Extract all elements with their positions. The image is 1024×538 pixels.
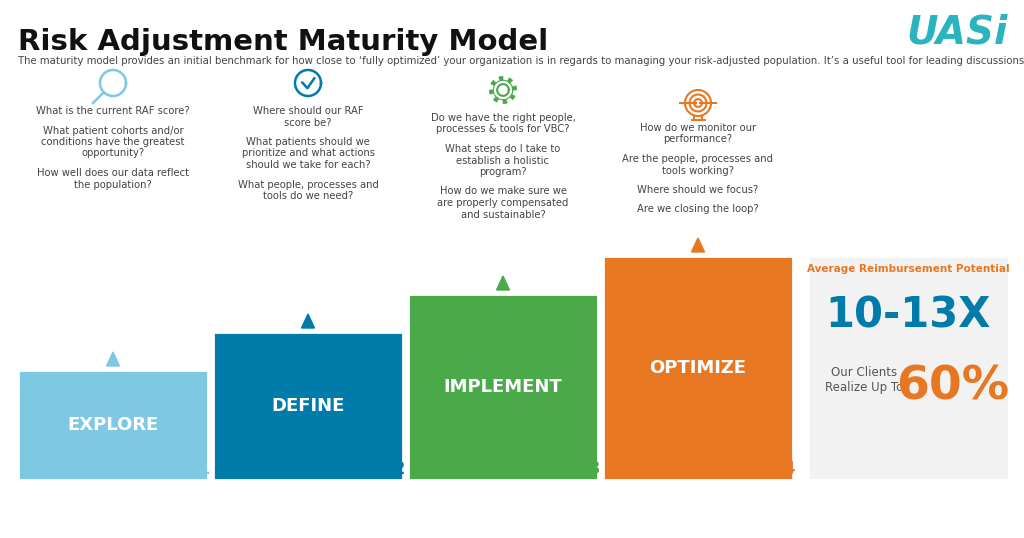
Text: performance?: performance? xyxy=(664,134,732,145)
Text: What people, processes and: What people, processes and xyxy=(238,180,379,189)
Bar xyxy=(18,370,208,480)
Text: How do we make sure we: How do we make sure we xyxy=(439,187,566,196)
Text: How do we monitor our: How do we monitor our xyxy=(640,123,756,133)
Text: the population?: the population? xyxy=(74,180,152,189)
Polygon shape xyxy=(510,95,515,100)
Text: establish a holistic: establish a holistic xyxy=(457,155,550,166)
Text: Average Reimbursement Potential: Average Reimbursement Potential xyxy=(807,264,1010,274)
Polygon shape xyxy=(691,238,705,252)
Polygon shape xyxy=(499,76,503,81)
Text: IMPLEMENT: IMPLEMENT xyxy=(443,378,562,396)
Text: tools do we need?: tools do we need? xyxy=(263,191,353,201)
Text: 60%: 60% xyxy=(896,364,1010,409)
Polygon shape xyxy=(503,100,507,104)
Text: Our Clients
Realize Up To: Our Clients Realize Up To xyxy=(825,366,903,394)
Text: How well does our data reflect: How well does our data reflect xyxy=(37,168,189,178)
Text: 2: 2 xyxy=(392,460,406,478)
Bar xyxy=(408,294,598,480)
Text: 10-13X: 10-13X xyxy=(825,294,991,336)
Polygon shape xyxy=(301,314,314,328)
Text: score be?: score be? xyxy=(285,117,332,128)
Text: 4: 4 xyxy=(782,460,795,478)
Text: prioritize and what actions: prioritize and what actions xyxy=(242,148,375,159)
Text: Where should our RAF: Where should our RAF xyxy=(253,106,364,116)
Text: Risk Adjustment Maturity Model: Risk Adjustment Maturity Model xyxy=(18,28,548,56)
Polygon shape xyxy=(497,276,510,290)
Text: What steps do I take to: What steps do I take to xyxy=(445,144,560,154)
Polygon shape xyxy=(490,80,496,86)
Text: What is the current RAF score?: What is the current RAF score? xyxy=(36,106,189,116)
Bar xyxy=(808,256,1009,480)
Text: Are we closing the loop?: Are we closing the loop? xyxy=(637,204,759,215)
Text: tools working?: tools working? xyxy=(662,166,734,175)
Text: What patients should we: What patients should we xyxy=(246,137,370,147)
Text: opportunity?: opportunity? xyxy=(82,148,144,159)
Polygon shape xyxy=(512,86,517,90)
Text: OPTIMIZE: OPTIMIZE xyxy=(649,359,746,377)
Text: DEFINE: DEFINE xyxy=(271,397,345,415)
Text: The maturity model provides an initial benchmark for how close to ‘fully optimiz: The maturity model provides an initial b… xyxy=(18,56,1024,66)
Text: should we take for each?: should we take for each? xyxy=(246,160,371,170)
Polygon shape xyxy=(494,97,499,102)
Text: Where should we focus?: Where should we focus? xyxy=(637,185,759,195)
Polygon shape xyxy=(508,78,513,83)
Text: and sustainable?: and sustainable? xyxy=(461,209,546,220)
Text: are properly compensated: are properly compensated xyxy=(437,198,568,208)
Text: Are the people, processes and: Are the people, processes and xyxy=(623,154,773,164)
Text: UASi: UASi xyxy=(906,13,1008,51)
Text: processes & tools for VBC?: processes & tools for VBC? xyxy=(436,124,569,134)
Polygon shape xyxy=(489,90,494,94)
Text: Do we have the right people,: Do we have the right people, xyxy=(430,113,575,123)
Bar xyxy=(213,332,403,480)
Bar xyxy=(603,256,793,480)
Text: What patient cohorts and/or: What patient cohorts and/or xyxy=(43,125,183,136)
Text: 3: 3 xyxy=(588,460,600,478)
Text: EXPLORE: EXPLORE xyxy=(68,416,159,434)
Text: 1: 1 xyxy=(198,460,210,478)
Text: conditions have the greatest: conditions have the greatest xyxy=(41,137,184,147)
Text: program?: program? xyxy=(479,167,526,177)
Polygon shape xyxy=(106,352,120,366)
